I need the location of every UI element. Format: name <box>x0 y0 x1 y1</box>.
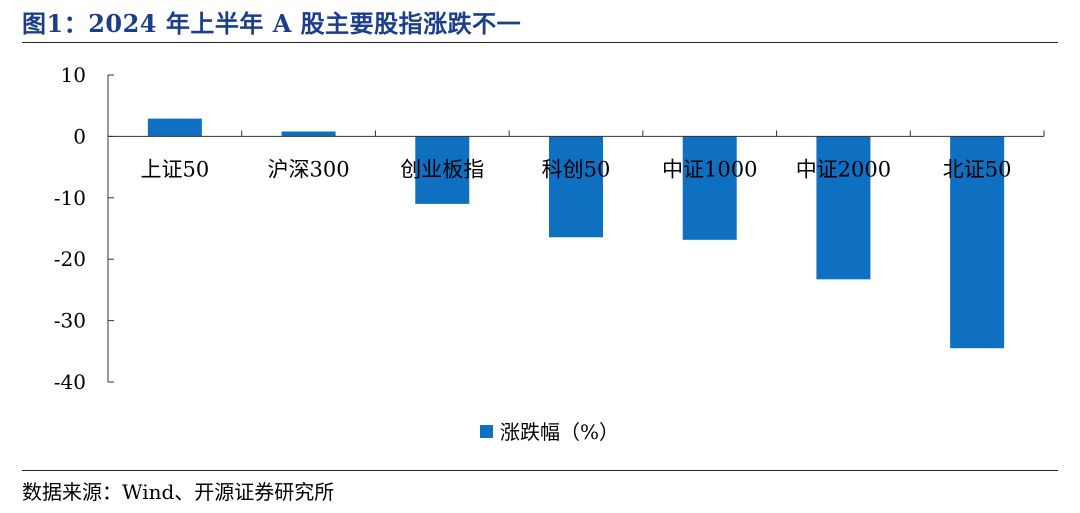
bar <box>147 118 202 137</box>
bar <box>950 136 1005 349</box>
x-tick-label: 上证50 <box>140 157 209 181</box>
x-tick-label: 北证50 <box>943 157 1012 181</box>
y-tick-label: 10 <box>61 63 86 87</box>
x-tick-label: 沪深300 <box>268 157 350 181</box>
x-tick-label: 科创50 <box>542 157 611 181</box>
legend: 涨跌幅（%） <box>480 420 619 444</box>
y-tick-label: -40 <box>54 370 86 394</box>
legend-swatch <box>480 425 493 438</box>
source-rule <box>22 470 1058 471</box>
x-tick-label: 创业板指 <box>400 157 484 181</box>
y-axis: 10 0 -10 -20 -30 -40 <box>54 63 114 394</box>
bar <box>281 131 336 137</box>
y-tick-label: -20 <box>54 247 86 271</box>
legend-label: 涨跌幅（%） <box>500 420 619 444</box>
bar <box>682 136 737 240</box>
bar <box>549 136 603 238</box>
x-tick-label: 中证2000 <box>796 157 891 181</box>
figure-title: 图1：2024 年上半年 A 股主要股指涨跌不一 <box>22 9 522 38</box>
y-tick-label: -30 <box>54 309 86 333</box>
title-rule <box>22 42 1058 43</box>
bar <box>415 136 470 204</box>
bar <box>816 136 871 280</box>
y-tick-label: 0 <box>73 124 86 148</box>
x-axis: 上证50 沪深300 创业板指 科创50 中证1000 中证2000 北证50 <box>107 130 1045 181</box>
x-tick-label: 中证1000 <box>662 157 757 181</box>
bars <box>147 118 1005 349</box>
y-tick-label: -10 <box>54 186 86 210</box>
bar-chart: 10 0 -10 -20 -30 -40 上证50 沪深300 创业板指 科创50 中证1000 中… <box>54 63 1045 444</box>
source-note: 数据来源：Wind、开源证券研究所 <box>22 480 335 504</box>
